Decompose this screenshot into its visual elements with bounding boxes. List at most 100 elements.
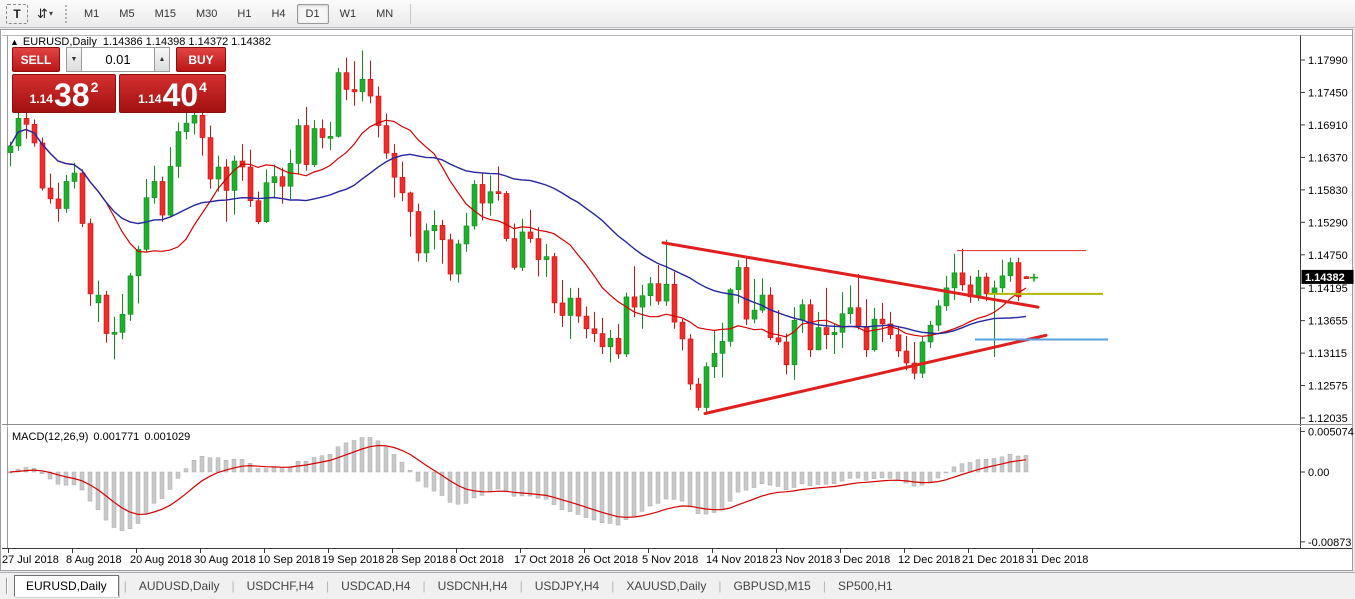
- tab-usdchf-h4[interactable]: USDCHF,H4: [246, 579, 314, 593]
- macd-histogram-bar: [879, 471, 885, 479]
- candle-body: [103, 294, 110, 334]
- current-price-label: 1.14382: [1305, 272, 1345, 284]
- price-axis-label: 1.15290: [1308, 217, 1348, 229]
- candle-body: [207, 137, 214, 180]
- buy-price-big-digits: 40: [162, 76, 199, 113]
- timeframe-button-group: M1 M5 M15 M30 H1 H4 D1 W1 MN: [74, 3, 403, 24]
- collapse-panel-icon[interactable]: ▲: [10, 37, 19, 47]
- macd-histogram-bar: [759, 471, 765, 484]
- timeframe-button-H4[interactable]: H4: [271, 7, 286, 20]
- candle-body: [943, 287, 950, 307]
- candle-body: [71, 172, 78, 182]
- macd-histogram-bar: [199, 456, 205, 473]
- macd-histogram-bar: [783, 471, 789, 491]
- chart-canvas[interactable]: 27 Jul 2018 8 Aug 2018 20 Aug 2018 30 Aug 2…: [0, 29, 1355, 572]
- candle-body: [479, 184, 486, 204]
- price-axis-label: 1.17990: [1308, 55, 1348, 67]
- timeframe-button-D1[interactable]: D1: [296, 3, 329, 24]
- date-label: 31 Dec 2018: [1026, 554, 1088, 566]
- date-label: 30 Aug 2018: [194, 554, 256, 566]
- candle-body: [175, 131, 182, 167]
- date-label: 3 Dec 2018: [834, 554, 890, 566]
- tab-gbpusd-m15[interactable]: GBPUSD,M15: [733, 579, 811, 593]
- buy-button[interactable]: BUY: [176, 47, 226, 72]
- candle-body: [1007, 262, 1014, 277]
- macd-histogram-bar: [415, 471, 421, 482]
- buy-price-button[interactable]: 1.14 40 4: [119, 74, 226, 113]
- sell-button[interactable]: SELL: [12, 47, 60, 72]
- date-label: 28 Sep 2018: [386, 554, 448, 566]
- timeframe-button-W1[interactable]: W1: [339, 7, 357, 20]
- candle-body: [919, 341, 926, 374]
- candle-body: [535, 238, 542, 260]
- macd-histogram-bar: [503, 471, 509, 492]
- timeframe-button-M30[interactable]: M30: [195, 7, 218, 20]
- macd-histogram-bar: [343, 442, 349, 473]
- macd-histogram-bar: [799, 471, 805, 485]
- macd-histogram-bar: [791, 471, 797, 488]
- candle-body: [591, 328, 598, 334]
- candle-body: [159, 181, 166, 216]
- tab-separator: |: [519, 579, 523, 593]
- candle-body: [711, 353, 718, 367]
- macd-histogram-bar: [687, 471, 693, 508]
- tab-xauusd-daily[interactable]: XAUUSD,Daily: [626, 579, 707, 593]
- tab-audusd-daily[interactable]: AUDUSD,Daily: [138, 579, 220, 593]
- timeframe-button-M1[interactable]: M1: [84, 7, 100, 20]
- price-axis-label: 1.15830: [1308, 185, 1348, 197]
- one-click-trading-panel: SELL ▼ ▲ BUY 1.14 38 2 1.14 40 4: [12, 47, 226, 113]
- candle-body: [519, 231, 526, 268]
- macd-histogram-bar: [607, 471, 613, 524]
- volume-increase-button[interactable]: ▲: [154, 47, 170, 72]
- text-tool-button[interactable]: T: [6, 3, 28, 24]
- ohlc-close: 1.14382: [231, 36, 271, 48]
- sell-price-button[interactable]: 1.14 38 2: [12, 74, 116, 113]
- candle-body: [351, 89, 358, 93]
- date-label: 27 Jul 2018: [2, 554, 59, 566]
- date-label: 19 Sep 2018: [322, 554, 384, 566]
- macd-histogram-bar: [455, 471, 461, 505]
- candle-body: [7, 145, 14, 153]
- macd-histogram-bar: [639, 471, 645, 512]
- timeframe-button-M15[interactable]: M15: [154, 7, 176, 20]
- triangle-upper-trendline[interactable]: [661, 241, 1040, 309]
- date-label: 12 Dec 2018: [898, 554, 960, 566]
- macd-histogram-bar: [327, 454, 333, 473]
- tab-usdjpy-h4[interactable]: USDJPY,H4: [534, 579, 600, 593]
- candle-body: [359, 78, 366, 93]
- tab-separator: |: [231, 579, 235, 593]
- tab-sp500-h1[interactable]: SP500,H1: [837, 579, 893, 593]
- chart-objects-button[interactable]: ⇵ ▾: [32, 2, 58, 26]
- macd-histogram-bar: [847, 471, 853, 479]
- tab-separator: |: [123, 579, 127, 593]
- tab-usdcnh-h4[interactable]: USDCNH,H4: [437, 579, 508, 593]
- date-label: 14 Nov 2018: [706, 554, 768, 566]
- timeframe-button-MN[interactable]: MN: [376, 7, 394, 20]
- timeframe-button-H1[interactable]: H1: [237, 7, 252, 20]
- macd-histogram-bar: [927, 471, 933, 483]
- candle-body: [431, 225, 438, 232]
- candle-body: [247, 166, 254, 201]
- triangle-lower-trendline[interactable]: [703, 333, 1048, 416]
- macd-histogram-bar: [143, 471, 149, 514]
- candle-body: [583, 315, 590, 330]
- candle-body: [327, 136, 334, 139]
- candle-body: [559, 302, 566, 316]
- candle-body: [807, 304, 814, 351]
- volume-decrease-button[interactable]: ▼: [66, 47, 82, 72]
- sell-price-big-digits: 38: [53, 76, 90, 113]
- tab-usdcad-h4[interactable]: USDCAD,H4: [341, 579, 411, 593]
- macd-histogram-bar: [487, 471, 493, 493]
- chart-title-bar: ▲ EURUSD,Daily 1.14386 1.14398 1.14372 1.1438…: [10, 36, 274, 48]
- candle-body: [623, 296, 630, 355]
- candle-body: [871, 318, 878, 351]
- timeframe-button-M5[interactable]: M5: [119, 7, 135, 20]
- macd-histogram-bar: [871, 471, 877, 479]
- macd-value-signal: 0.001029: [144, 431, 191, 443]
- sell-price-pip-digit: 2: [90, 79, 99, 95]
- candle-body: [151, 181, 158, 198]
- volume-input[interactable]: [82, 47, 154, 72]
- tab-eurusd-daily[interactable]: EURUSD,Daily: [14, 575, 119, 597]
- candle-body: [447, 239, 454, 275]
- candle-body: [975, 276, 982, 298]
